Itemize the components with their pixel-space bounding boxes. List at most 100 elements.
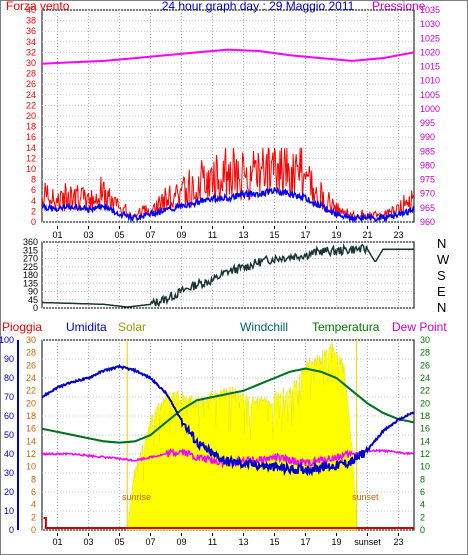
y-temp-left-tick-label: 0 xyxy=(31,525,36,535)
y-tick-label: 270 xyxy=(23,254,38,264)
wind-pressure-series xyxy=(41,48,415,224)
y-right-tick-label: 1010 xyxy=(420,76,440,86)
y-left-tick-label: 12 xyxy=(26,153,36,163)
y-left-tick-label: 26 xyxy=(26,79,36,89)
y-temp-left-tick-label: 10 xyxy=(26,462,36,472)
y-temp-left-tick-label: 16 xyxy=(26,424,36,434)
x-tick-label: 05 xyxy=(114,537,124,547)
sunrise-label: sunrise xyxy=(122,492,151,502)
x-tick-label: 13 xyxy=(238,230,248,240)
y-temp-left-tick-label: 4 xyxy=(31,500,36,510)
y-left-tick-label: 24 xyxy=(26,90,36,100)
x-tick-label: 13 xyxy=(238,537,248,547)
y-right-tick-label: 970 xyxy=(420,189,435,199)
pressure-line xyxy=(41,48,415,65)
y-left-tick-label: 2 xyxy=(31,206,36,216)
y-right-tick-label: 980 xyxy=(420,160,435,170)
wind-pressure-ticks: 0246810121416182022242628303234363840960… xyxy=(26,5,440,240)
y-left-tick-label: 40 xyxy=(26,5,36,15)
legend-windchill: Windchill xyxy=(240,320,288,334)
y-left-tick-label: 36 xyxy=(26,26,36,36)
y-right-tick-label: 1000 xyxy=(420,104,440,114)
y-left-tick-label: 38 xyxy=(26,16,36,26)
y-humidity-tick-label: 0 xyxy=(9,525,14,535)
y-left-tick-label: 4 xyxy=(31,196,36,206)
y-humidity-tick-label: 30 xyxy=(4,468,14,478)
y-tick-label: 45 xyxy=(28,295,38,305)
wind-direction-series xyxy=(42,242,414,308)
y-temp-left-tick-label: 20 xyxy=(26,398,36,408)
y-temp-right-tick-label: 10 xyxy=(420,462,430,472)
temperature-series xyxy=(41,340,415,531)
x-tick-label: 23 xyxy=(393,537,403,547)
y-humidity-tick-label: 40 xyxy=(4,449,14,459)
y-humidity-tick-label: 20 xyxy=(4,487,14,497)
x-tick-label: 01 xyxy=(52,230,62,240)
x-tick-label: 11 xyxy=(208,230,217,240)
y-left-tick-label: 6 xyxy=(31,185,36,195)
y-tick-label: 225 xyxy=(23,262,38,272)
y-temp-left-tick-label: 18 xyxy=(26,411,36,421)
wind-direction-line xyxy=(42,242,414,308)
compass-label: E xyxy=(437,284,446,299)
y-temp-right-tick-label: 30 xyxy=(420,335,430,345)
wind-pressure-grid xyxy=(42,9,414,223)
y-temp-right-tick-label: 18 xyxy=(420,411,430,421)
y-temp-left-tick-label: 24 xyxy=(26,373,36,383)
y-temp-right-tick-label: 26 xyxy=(420,360,430,370)
y-temp-left-tick-label: 14 xyxy=(26,436,36,446)
y-right-tick-label: 1015 xyxy=(420,62,440,72)
y-temp-right-tick-label: 24 xyxy=(420,373,430,383)
y-right-tick-label: 995 xyxy=(420,118,435,128)
y-humidity-tick-label: 90 xyxy=(4,354,14,364)
x-tick-label: 19 xyxy=(331,230,341,240)
y-tick-label: 360 xyxy=(23,237,38,247)
y-left-tick-label: 16 xyxy=(26,132,36,142)
y-temp-left-tick-label: 8 xyxy=(31,474,36,484)
y-humidity-tick-label: 50 xyxy=(4,430,14,440)
sunset-label: sunset xyxy=(352,492,379,502)
legend-temperatura: Temperatura xyxy=(312,320,380,334)
y-left-tick-label: 30 xyxy=(26,58,36,68)
x-tick-label: 03 xyxy=(83,537,93,547)
y-temp-right-tick-label: 20 xyxy=(420,398,430,408)
x-tick-label: 21 xyxy=(362,230,372,240)
legend-pioggia: Pioggia xyxy=(2,320,42,334)
y-right-tick-label: 1025 xyxy=(420,33,440,43)
x-tick-label: 09 xyxy=(176,230,186,240)
y-tick-label: 135 xyxy=(23,278,38,288)
y-humidity-tick-label: 10 xyxy=(4,506,14,516)
y-right-tick-label: 975 xyxy=(420,175,435,185)
y-humidity-tick-label: 60 xyxy=(4,411,14,421)
legend-dewpoint: Dew Point xyxy=(392,320,447,334)
y-right-tick-label: 965 xyxy=(420,203,435,213)
humidity-line xyxy=(41,363,415,477)
x-tick-label: sunset xyxy=(354,537,381,547)
y-tick-label: 180 xyxy=(23,270,38,280)
y-left-tick-label: 8 xyxy=(31,175,36,185)
y-left-tick-label: 0 xyxy=(31,217,36,227)
y-right-tick-label: 1030 xyxy=(420,19,440,29)
legend-solar: Solar xyxy=(118,320,146,334)
x-tick-label: 17 xyxy=(300,230,310,240)
y-temp-right-tick-label: 22 xyxy=(420,386,430,396)
compass-label: N xyxy=(437,300,446,315)
y-tick-label: 315 xyxy=(23,245,38,255)
y-right-tick-label: 1020 xyxy=(420,47,440,57)
windchill-line xyxy=(41,368,415,444)
y-temp-left-tick-label: 22 xyxy=(26,386,36,396)
x-tick-label: 15 xyxy=(269,230,279,240)
y-right-tick-label: 1005 xyxy=(420,90,440,100)
x-tick-label: 17 xyxy=(300,537,310,547)
y-temp-right-tick-label: 28 xyxy=(420,348,430,358)
y-right-tick-label: 990 xyxy=(420,132,435,142)
x-tick-label: 09 xyxy=(176,537,186,547)
rain-line xyxy=(43,517,414,529)
x-tick-label: 19 xyxy=(331,537,341,547)
y-temp-left-tick-label: 28 xyxy=(26,348,36,358)
wind-average-line xyxy=(41,186,415,224)
y-right-tick-label: 960 xyxy=(420,217,435,227)
